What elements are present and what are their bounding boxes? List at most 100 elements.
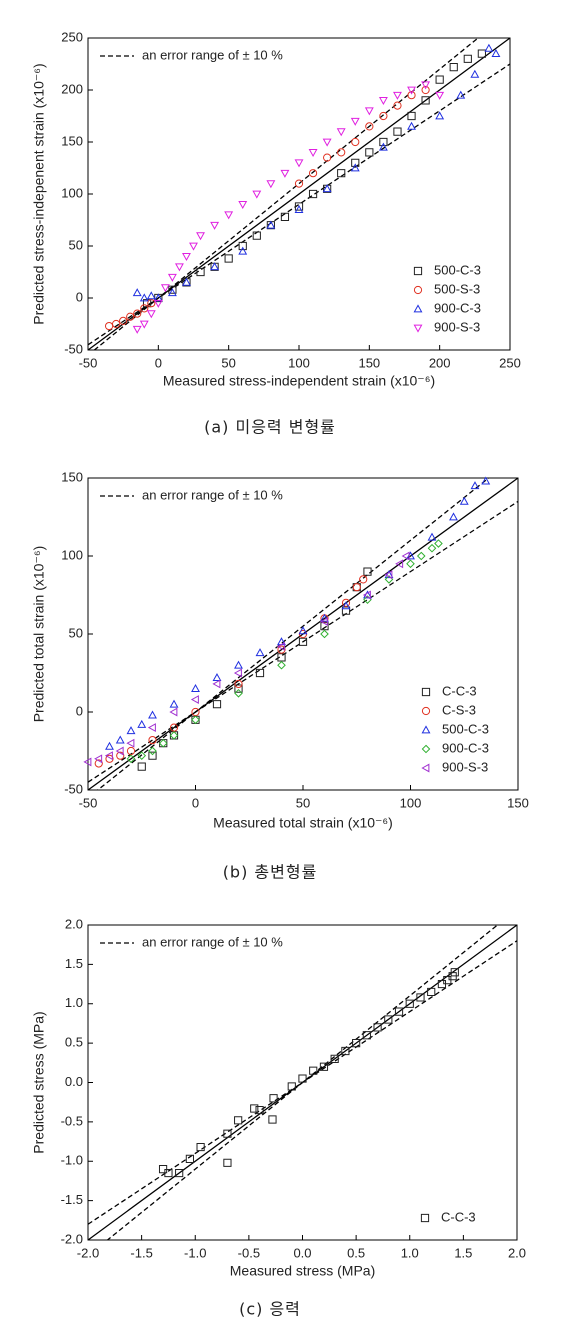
data-point — [132, 325, 142, 334]
data-point — [148, 751, 157, 760]
data-point — [427, 987, 436, 997]
data-point — [470, 69, 480, 78]
data-point — [146, 291, 156, 300]
data-point — [167, 273, 177, 282]
data-point — [393, 91, 402, 100]
data-point — [352, 583, 361, 592]
data-point — [330, 1054, 339, 1063]
data-point — [362, 590, 371, 600]
legend-marker — [421, 744, 431, 754]
data-point — [212, 673, 222, 682]
x-tick-label: 1.0 — [401, 1245, 419, 1260]
data-point — [379, 137, 388, 147]
data-point — [341, 606, 351, 615]
data-point — [252, 190, 262, 199]
x-tick-label: -2.0 — [77, 1245, 99, 1260]
data-point — [210, 262, 220, 271]
data-point — [450, 968, 459, 977]
data-point — [234, 1116, 243, 1125]
data-point — [434, 539, 443, 548]
x-tick-label: 0.5 — [347, 1245, 365, 1260]
data-point — [174, 263, 184, 272]
data-point — [308, 169, 318, 178]
data-point — [337, 169, 346, 178]
data-point — [298, 626, 308, 635]
data-point — [341, 601, 351, 610]
data-point — [352, 1039, 361, 1048]
y-tick-label: 150 — [61, 469, 83, 484]
y-tick-label: 0.0 — [65, 1074, 83, 1089]
data-point — [119, 316, 128, 325]
data-point — [362, 1031, 371, 1040]
x-tick-label: -50 — [79, 795, 98, 810]
data-point — [238, 241, 247, 251]
data-point — [407, 111, 416, 121]
x-axis-label: Measured total strain (x10⁻⁶) — [213, 815, 393, 831]
data-point — [191, 683, 200, 692]
legend-marker — [413, 285, 423, 295]
data-point — [435, 75, 444, 84]
data-point — [223, 1158, 232, 1167]
x-tick-label: -0.5 — [238, 1245, 260, 1260]
data-point — [126, 746, 136, 756]
data-point — [104, 751, 113, 761]
y-tick-label: -50 — [64, 781, 83, 796]
data-point — [255, 648, 265, 657]
y-tick-label: 100 — [61, 547, 83, 562]
data-point — [427, 543, 437, 553]
legend-marker — [413, 304, 423, 313]
legend-label: 900-C-3 — [434, 300, 481, 315]
y-tick-label: 1.5 — [65, 956, 83, 971]
y-tick-label: -50 — [64, 341, 83, 356]
data-point — [322, 138, 332, 147]
error-legend-label: an error range of ± 10 % — [142, 47, 283, 62]
data-point — [266, 220, 276, 229]
data-point — [407, 121, 416, 130]
data-point — [359, 575, 368, 584]
x-tick-label: 0 — [155, 355, 162, 370]
data-point — [337, 148, 346, 157]
data-point — [350, 163, 360, 172]
x-tick-label: 150 — [358, 355, 380, 370]
data-point — [393, 127, 402, 136]
data-point — [287, 1082, 296, 1091]
data-point — [169, 707, 178, 717]
data-point — [365, 148, 374, 157]
data-point — [223, 1129, 232, 1138]
x-tick-label: 0.0 — [293, 1245, 311, 1260]
data-point — [158, 1165, 168, 1174]
y-tick-label: 250 — [61, 29, 83, 44]
x-tick-label: 50 — [221, 355, 235, 370]
data-point — [139, 320, 149, 329]
x-tick-label: 1.5 — [454, 1245, 472, 1260]
y-tick-label: -0.5 — [61, 1113, 83, 1128]
data-point — [378, 142, 388, 151]
data-point — [277, 660, 286, 670]
data-point — [255, 1105, 264, 1115]
data-point — [319, 617, 328, 626]
legend-label: 900-S-3 — [442, 759, 488, 774]
data-point — [269, 1094, 278, 1103]
data-point — [373, 1023, 382, 1032]
x-tick-label: 2.0 — [508, 1245, 526, 1260]
data-point — [294, 179, 304, 188]
plot-frame — [87, 477, 519, 791]
chart: -2.0 -1.5 -1.0 -0.5 0.0 0.5 1.0 1.5 2.0 -2.0 -1.5 -… — [31, 916, 526, 1319]
legend-label: 500-C-3 — [434, 262, 481, 277]
data-point — [437, 979, 447, 989]
data-point — [395, 559, 404, 569]
data-point — [126, 738, 135, 748]
data-point — [133, 309, 142, 318]
x-tick-label: 150 — [507, 795, 529, 810]
data-point — [115, 735, 125, 744]
data-point — [160, 284, 170, 293]
data-point — [182, 253, 191, 262]
data-point — [384, 570, 394, 579]
data-point — [491, 48, 501, 57]
caption: (c) 응력 — [239, 1300, 301, 1319]
data-point — [394, 1007, 404, 1016]
data-point — [168, 285, 177, 294]
data-point — [238, 246, 248, 255]
data-point — [421, 96, 430, 105]
